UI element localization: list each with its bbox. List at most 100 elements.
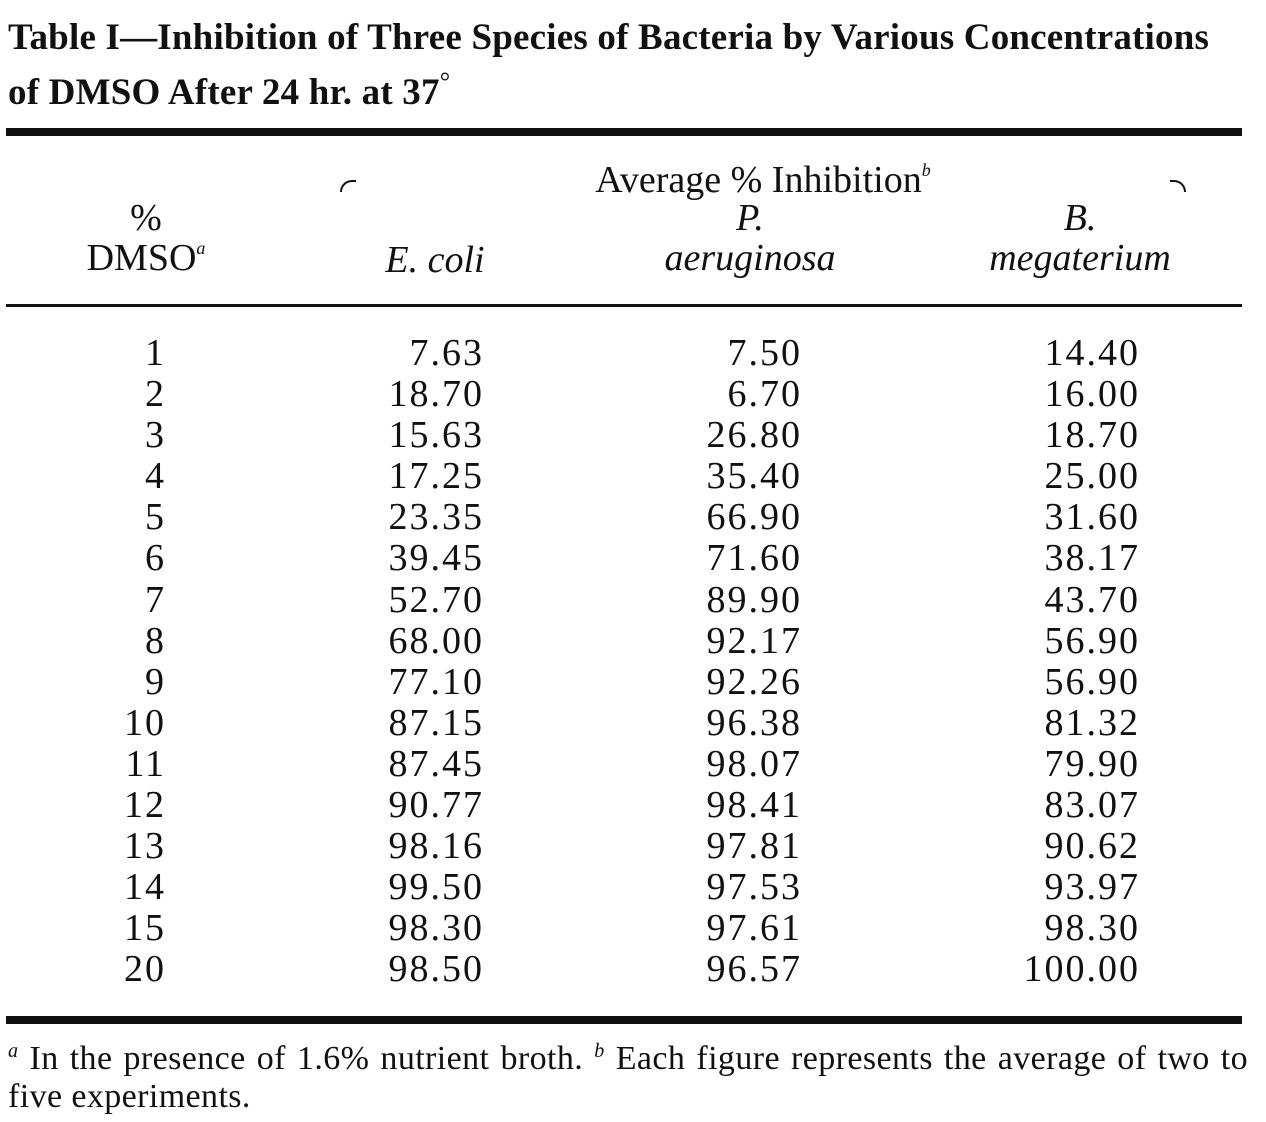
cell-ecoli: 98.50 bbox=[388, 948, 484, 991]
table-row: 2 18.70 6.70 16.00 bbox=[0, 374, 1266, 415]
cell-bmegaterium: 93.97 bbox=[1044, 866, 1140, 909]
table-row: 11 87.45 98.07 79.90 bbox=[0, 742, 1266, 785]
cell-ecoli: 17.25 bbox=[388, 455, 484, 498]
cell-bmegaterium: 100.00 bbox=[1023, 948, 1140, 991]
column-header-paeruginosa: P. aeruginosa bbox=[630, 198, 870, 278]
top-rule bbox=[6, 128, 1242, 136]
cell-dmso: 11 bbox=[125, 742, 166, 785]
degree-symbol: ° bbox=[439, 67, 451, 96]
cell-ecoli: 68.00 bbox=[388, 619, 484, 662]
cell-paeruginosa: 66.90 bbox=[706, 496, 802, 539]
table-row: 10 87.15 96.38 81.32 bbox=[0, 701, 1266, 744]
header-rule bbox=[6, 304, 1242, 307]
cell-paeruginosa: 26.80 bbox=[706, 414, 802, 457]
cell-dmso: 13 bbox=[124, 825, 166, 868]
column-header-bmeg-species: megaterium bbox=[989, 237, 1171, 279]
cell-dmso: 6 bbox=[145, 537, 166, 580]
footnote-a-text: In the presence of 1.6% nutrient broth. bbox=[29, 1040, 584, 1077]
cell-ecoli: 87.15 bbox=[388, 701, 484, 744]
cell-bmegaterium: 98.30 bbox=[1044, 907, 1140, 950]
cell-paeruginosa: 98.07 bbox=[706, 742, 802, 785]
table-row: 5 23.35 66.90 31.60 bbox=[0, 497, 1266, 538]
column-header-dmso-percent: % bbox=[130, 197, 162, 239]
column-header-ecoli-label: E. coli bbox=[385, 239, 485, 281]
cell-dmso: 14 bbox=[124, 866, 166, 909]
cell-dmso: 8 bbox=[145, 619, 166, 662]
cell-bmegaterium: 43.70 bbox=[1044, 578, 1140, 621]
spanner-left-hook bbox=[340, 180, 356, 192]
cell-dmso: 9 bbox=[145, 660, 166, 703]
cell-paeruginosa: 92.26 bbox=[706, 660, 802, 703]
table-caption-text: Table I—Inhibition of Three Species of B… bbox=[8, 17, 1210, 113]
cell-paeruginosa: 71.60 bbox=[706, 537, 802, 580]
cell-bmegaterium: 18.70 bbox=[1044, 414, 1140, 457]
cell-bmegaterium: 31.60 bbox=[1044, 496, 1140, 539]
footnote-b-text: Each figure represents the average of tw… bbox=[8, 1040, 1249, 1115]
cell-ecoli: 87.45 bbox=[388, 742, 484, 785]
cell-paeruginosa: 96.38 bbox=[706, 701, 802, 744]
cell-dmso: 2 bbox=[145, 373, 166, 416]
table-caption: Table I—Inhibition of Three Species of B… bbox=[8, 16, 1248, 115]
cell-paeruginosa: 97.53 bbox=[706, 866, 802, 909]
cell-paeruginosa: 97.81 bbox=[706, 825, 802, 868]
table-row: 15 98.30 97.61 98.30 bbox=[0, 908, 1266, 949]
cell-bmegaterium: 16.00 bbox=[1044, 373, 1140, 416]
column-header-paer-species: aeruginosa bbox=[664, 237, 836, 279]
cell-bmegaterium: 79.90 bbox=[1044, 742, 1140, 785]
footnote-marker-a: a bbox=[196, 238, 206, 258]
cell-paeruginosa: 96.57 bbox=[706, 948, 802, 991]
column-header-paer-genus: P. bbox=[736, 197, 764, 239]
spanner-label: Average % Inhibitionb bbox=[340, 158, 1186, 202]
cell-bmegaterium: 90.62 bbox=[1044, 825, 1140, 868]
cell-paeruginosa: 97.61 bbox=[706, 907, 802, 950]
table-row: 12 90.77 98.41 83.07 bbox=[0, 785, 1266, 826]
cell-dmso: 20 bbox=[124, 948, 166, 991]
cell-ecoli: 98.30 bbox=[388, 907, 484, 950]
column-header-dmso: % DMSOa bbox=[56, 198, 236, 278]
cell-ecoli: 52.70 bbox=[388, 578, 484, 621]
cell-bmegaterium: 83.07 bbox=[1044, 784, 1140, 827]
column-header-bmeg-genus: B. bbox=[1063, 197, 1097, 239]
column-header-bmegaterium: B. megaterium bbox=[960, 198, 1200, 278]
cell-bmegaterium: 81.32 bbox=[1044, 701, 1140, 744]
cell-ecoli: 15.63 bbox=[388, 414, 484, 457]
cell-paeruginosa: 98.41 bbox=[706, 784, 802, 827]
column-header-ecoli: E. coli bbox=[330, 240, 540, 280]
cell-dmso: 1 bbox=[145, 332, 166, 374]
cell-paeruginosa: 89.90 bbox=[706, 578, 802, 621]
cell-dmso: 7 bbox=[145, 578, 166, 621]
footnote-b-marker: b bbox=[594, 1040, 605, 1062]
cell-ecoli: 90.77 bbox=[388, 784, 484, 827]
footnote-marker-b: b bbox=[921, 160, 931, 180]
cell-paeruginosa: 7.50 bbox=[727, 332, 802, 374]
cell-ecoli: 77.10 bbox=[388, 660, 484, 703]
cell-bmegaterium: 38.17 bbox=[1044, 537, 1140, 580]
table-row: 6 39.45 71.60 38.17 bbox=[0, 538, 1266, 579]
column-header-dmso-label: DMSO bbox=[86, 237, 197, 279]
cell-paeruginosa: 6.70 bbox=[727, 373, 802, 416]
cell-paeruginosa: 35.40 bbox=[706, 455, 802, 498]
table-row: 8 68.00 92.17 56.90 bbox=[0, 619, 1266, 662]
table-row: 14 99.50 97.53 93.97 bbox=[0, 867, 1266, 908]
cell-dmso: 5 bbox=[145, 496, 166, 539]
cell-ecoli: 99.50 bbox=[388, 866, 484, 909]
cell-bmegaterium: 14.40 bbox=[1044, 332, 1140, 374]
table-row: 9 77.10 92.26 56.90 bbox=[0, 660, 1266, 703]
footnote-a-marker: a bbox=[8, 1040, 19, 1062]
table-row: 1 7.63 7.50 14.40 bbox=[0, 333, 1266, 374]
table-row: 13 98.16 97.81 90.62 bbox=[0, 826, 1266, 867]
table-row: 20 98.50 96.57 100.00 bbox=[0, 949, 1266, 990]
cell-bmegaterium: 56.90 bbox=[1044, 619, 1140, 662]
table-row: 7 52.70 89.90 43.70 bbox=[0, 578, 1266, 621]
average-inhibition-spanner: Average % Inhibitionb bbox=[340, 158, 1186, 201]
cell-dmso: 3 bbox=[145, 414, 166, 457]
cell-bmegaterium: 25.00 bbox=[1044, 455, 1140, 498]
cell-dmso: 10 bbox=[124, 701, 166, 744]
cell-ecoli: 98.16 bbox=[388, 825, 484, 868]
table-row: 4 17.25 35.40 25.00 bbox=[0, 456, 1266, 497]
spanner-label-text: Average % Inhibition bbox=[595, 159, 922, 201]
cell-dmso: 12 bbox=[124, 784, 166, 827]
bottom-rule bbox=[6, 1016, 1242, 1024]
cell-paeruginosa: 92.17 bbox=[706, 619, 802, 662]
cell-ecoli: 23.35 bbox=[388, 496, 484, 539]
